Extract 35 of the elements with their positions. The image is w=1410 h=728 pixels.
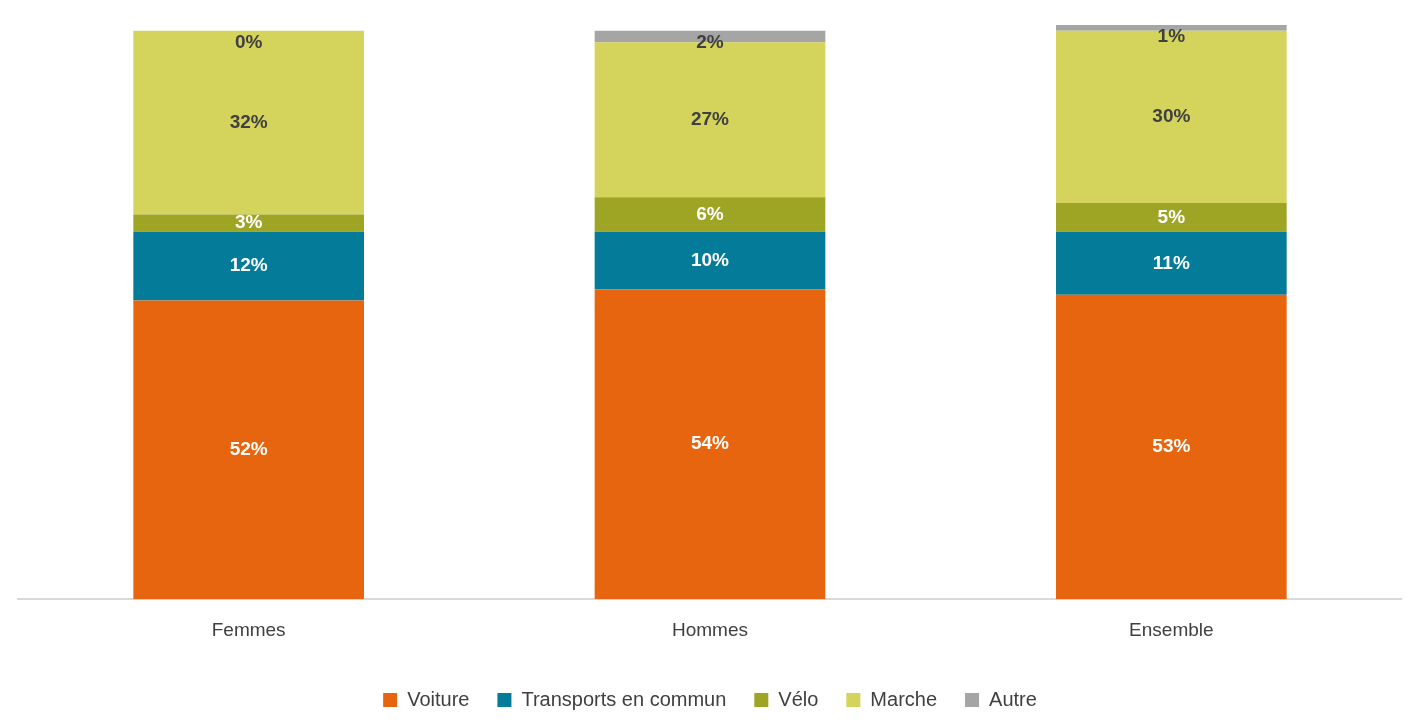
- bar: [594, 197, 826, 232]
- x-tick-label: Femmes: [211, 618, 286, 640]
- bar: [1056, 203, 1287, 232]
- data-label: 52%: [229, 438, 268, 460]
- legend-label: Marche: [870, 687, 938, 710]
- bar: [594, 231, 826, 290]
- bar: [1056, 294, 1287, 600]
- bar: [1056, 231, 1287, 295]
- bar: [133, 231, 364, 301]
- data-label: 2%: [696, 30, 724, 52]
- data-label: 12%: [229, 254, 268, 276]
- legend-label: Autre: [989, 687, 1037, 710]
- data-label: 32%: [229, 110, 268, 132]
- bar: [1056, 30, 1287, 203]
- x-tick-label: Ensemble: [1129, 618, 1214, 640]
- data-label: 30%: [1152, 105, 1191, 127]
- data-label: 53%: [1152, 435, 1191, 457]
- legend-label: Transports en commun: [521, 687, 727, 710]
- data-label: 27%: [690, 107, 730, 129]
- data-label: 10%: [690, 248, 730, 270]
- data-label: 54%: [690, 432, 730, 454]
- data-label: 1%: [1157, 25, 1186, 47]
- legend-label: Vélo: [778, 687, 819, 710]
- data-label: 11%: [1152, 251, 1190, 273]
- bar: [1056, 25, 1287, 31]
- bar: [133, 300, 364, 600]
- data-label: 5%: [1157, 205, 1186, 227]
- data-label: 6%: [696, 202, 724, 224]
- data-label: 3%: [234, 211, 263, 233]
- bar: [133, 214, 364, 232]
- bar: [133, 30, 364, 215]
- x-tick-label: Hommes: [671, 618, 749, 640]
- legend-label: Voiture: [407, 687, 470, 710]
- data-label: 0%: [234, 30, 263, 52]
- bar: [594, 289, 826, 600]
